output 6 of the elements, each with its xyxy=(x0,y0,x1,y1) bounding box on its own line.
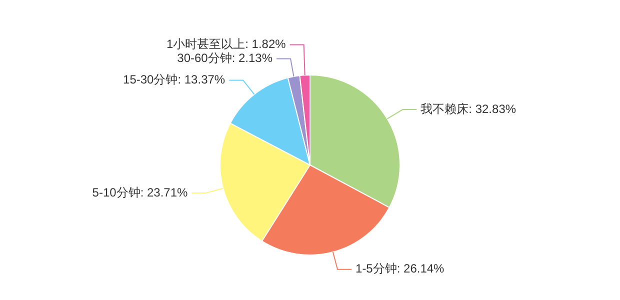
slice-label: 我不赖床: 32.83% xyxy=(420,102,516,116)
slice-label: 15-30分钟: 13.37% xyxy=(123,72,226,87)
slice-label: 30-60分钟: 2.13% xyxy=(177,51,273,66)
slice-label: 1小时甚至以上: 1.82% xyxy=(166,37,286,52)
slice-label: 5-10分钟: 23.71% xyxy=(92,185,188,200)
slice-label: 1-5分钟: 26.14% xyxy=(356,262,445,276)
